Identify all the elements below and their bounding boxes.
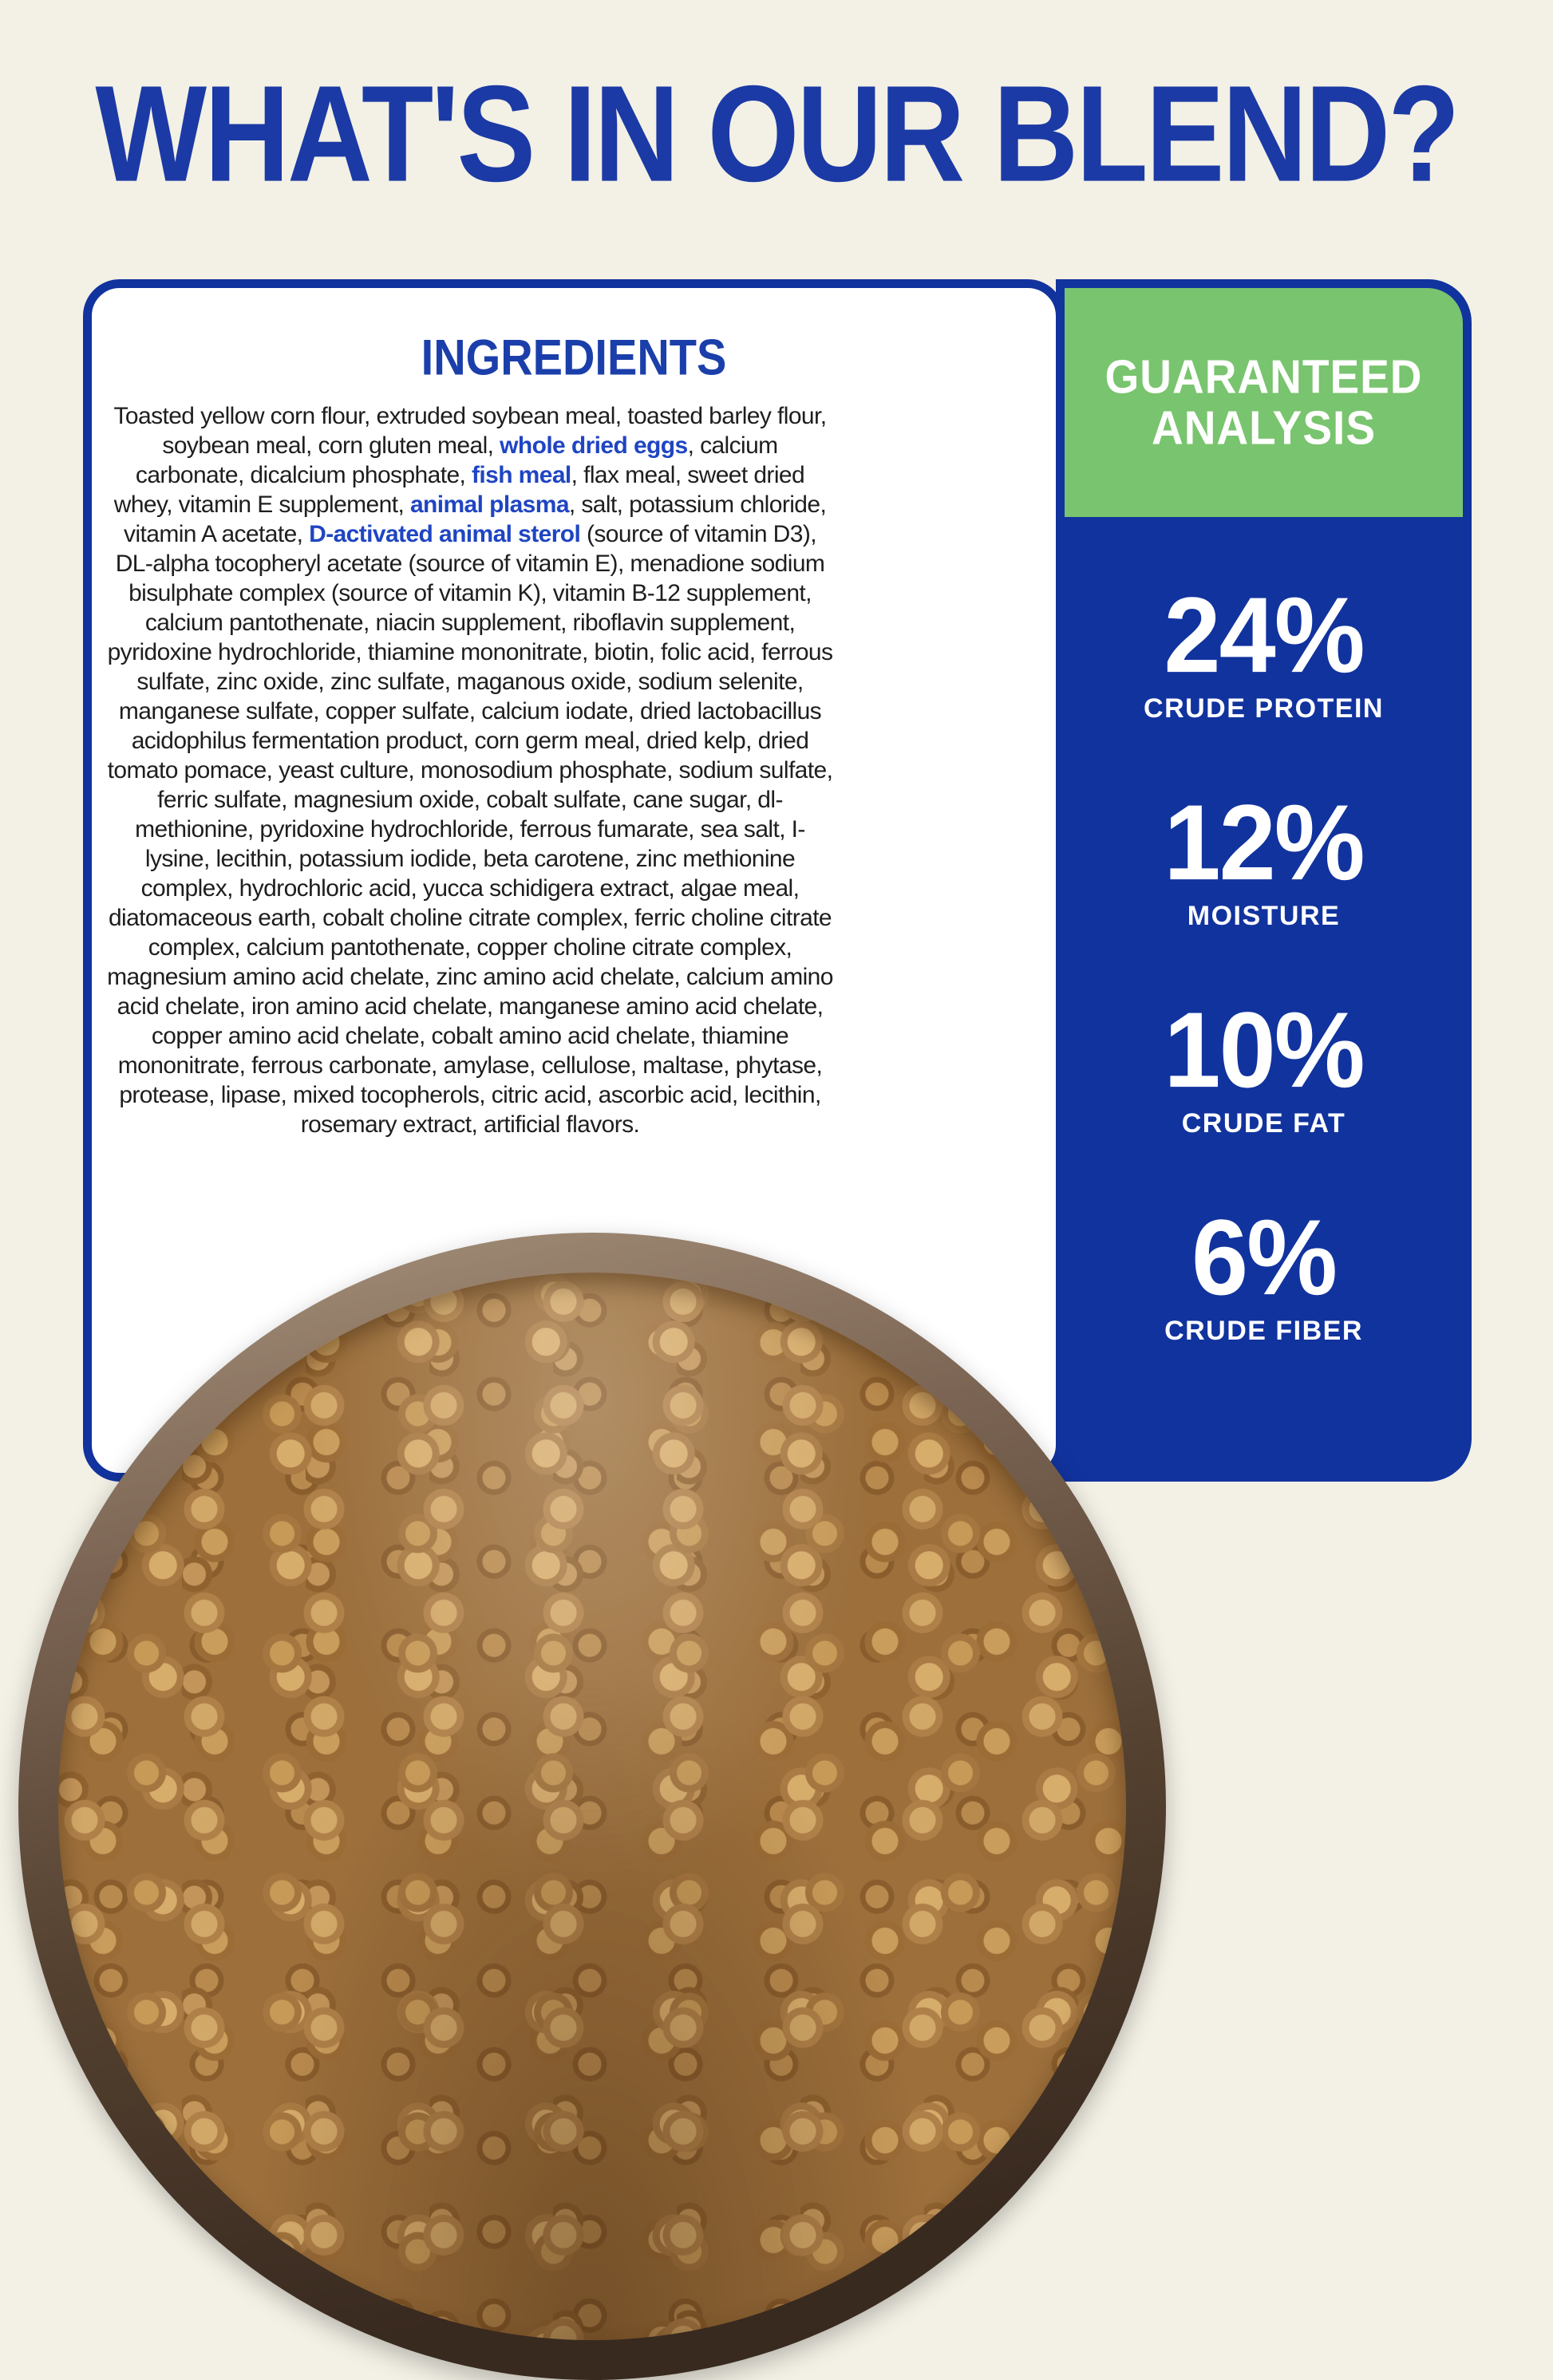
stat-label: CRUDE FAT (1181, 1108, 1346, 1139)
ingredients-segment: , flax meal, sweet dried whey, vitamin E… (113, 462, 805, 518)
stat-value: 10% (1164, 990, 1365, 1111)
stat-crude-fat: 10% CRUDE FAT (1164, 990, 1365, 1139)
stat-crude-fiber: 6% CRUDE FIBER (1164, 1198, 1363, 1347)
stat-label: CRUDE PROTEIN (1144, 693, 1384, 724)
guaranteed-analysis-heading-line2: ANALYSIS (1151, 400, 1377, 454)
stat-label: CRUDE FIBER (1164, 1316, 1363, 1346)
ingredients-segment: (source of vitamin D3), DL-alpha tocophe… (107, 521, 833, 1138)
ingredients-highlight-whole-dried-eggs: whole dried eggs (500, 432, 688, 459)
ingredients-segment: , salt, potassium chloride, vitamin A ac… (124, 491, 827, 547)
ingredients-text: Toasted yellow corn flour, extruded soyb… (106, 401, 834, 1139)
ingredients-segment: , calcium carbonate, dicalcium phosphate… (135, 432, 778, 488)
guaranteed-analysis-heading: GUARANTEED ANALYSIS (1065, 288, 1463, 517)
analysis-stats: 24% CRUDE PROTEIN 12% MOISTURE 10% CRUDE… (1056, 575, 1472, 1347)
stat-value: 12% (1164, 783, 1365, 903)
stat-crude-protein: 24% CRUDE PROTEIN (1144, 575, 1384, 724)
ingredients-highlight-fish-meal: fish meal (472, 462, 571, 488)
stat-value: 24% (1164, 575, 1365, 696)
ingredients-highlight-d-activated-animal-sterol: D-activated animal sterol (309, 521, 581, 547)
ingredients-highlight-animal-plasma: animal plasma (409, 491, 570, 518)
kibble-bowl-photo (18, 1233, 1166, 2380)
guaranteed-analysis-panel: GUARANTEED ANALYSIS 24% CRUDE PROTEIN 12… (1056, 279, 1472, 1482)
stat-value: 6% (1191, 1198, 1338, 1318)
stat-label: MOISTURE (1187, 901, 1341, 931)
stat-moisture: 12% MOISTURE (1164, 783, 1365, 932)
kibble-texture (58, 1273, 1126, 2340)
ingredients-segment: Toasted yellow corn flour, extruded soyb… (113, 403, 828, 459)
guaranteed-analysis-heading-line1: GUARANTEED (1104, 349, 1423, 404)
ingredients-heading: INGREDIENTS (421, 329, 727, 385)
page-title: WHAT'S IN OUR BLEND? (95, 57, 1460, 211)
